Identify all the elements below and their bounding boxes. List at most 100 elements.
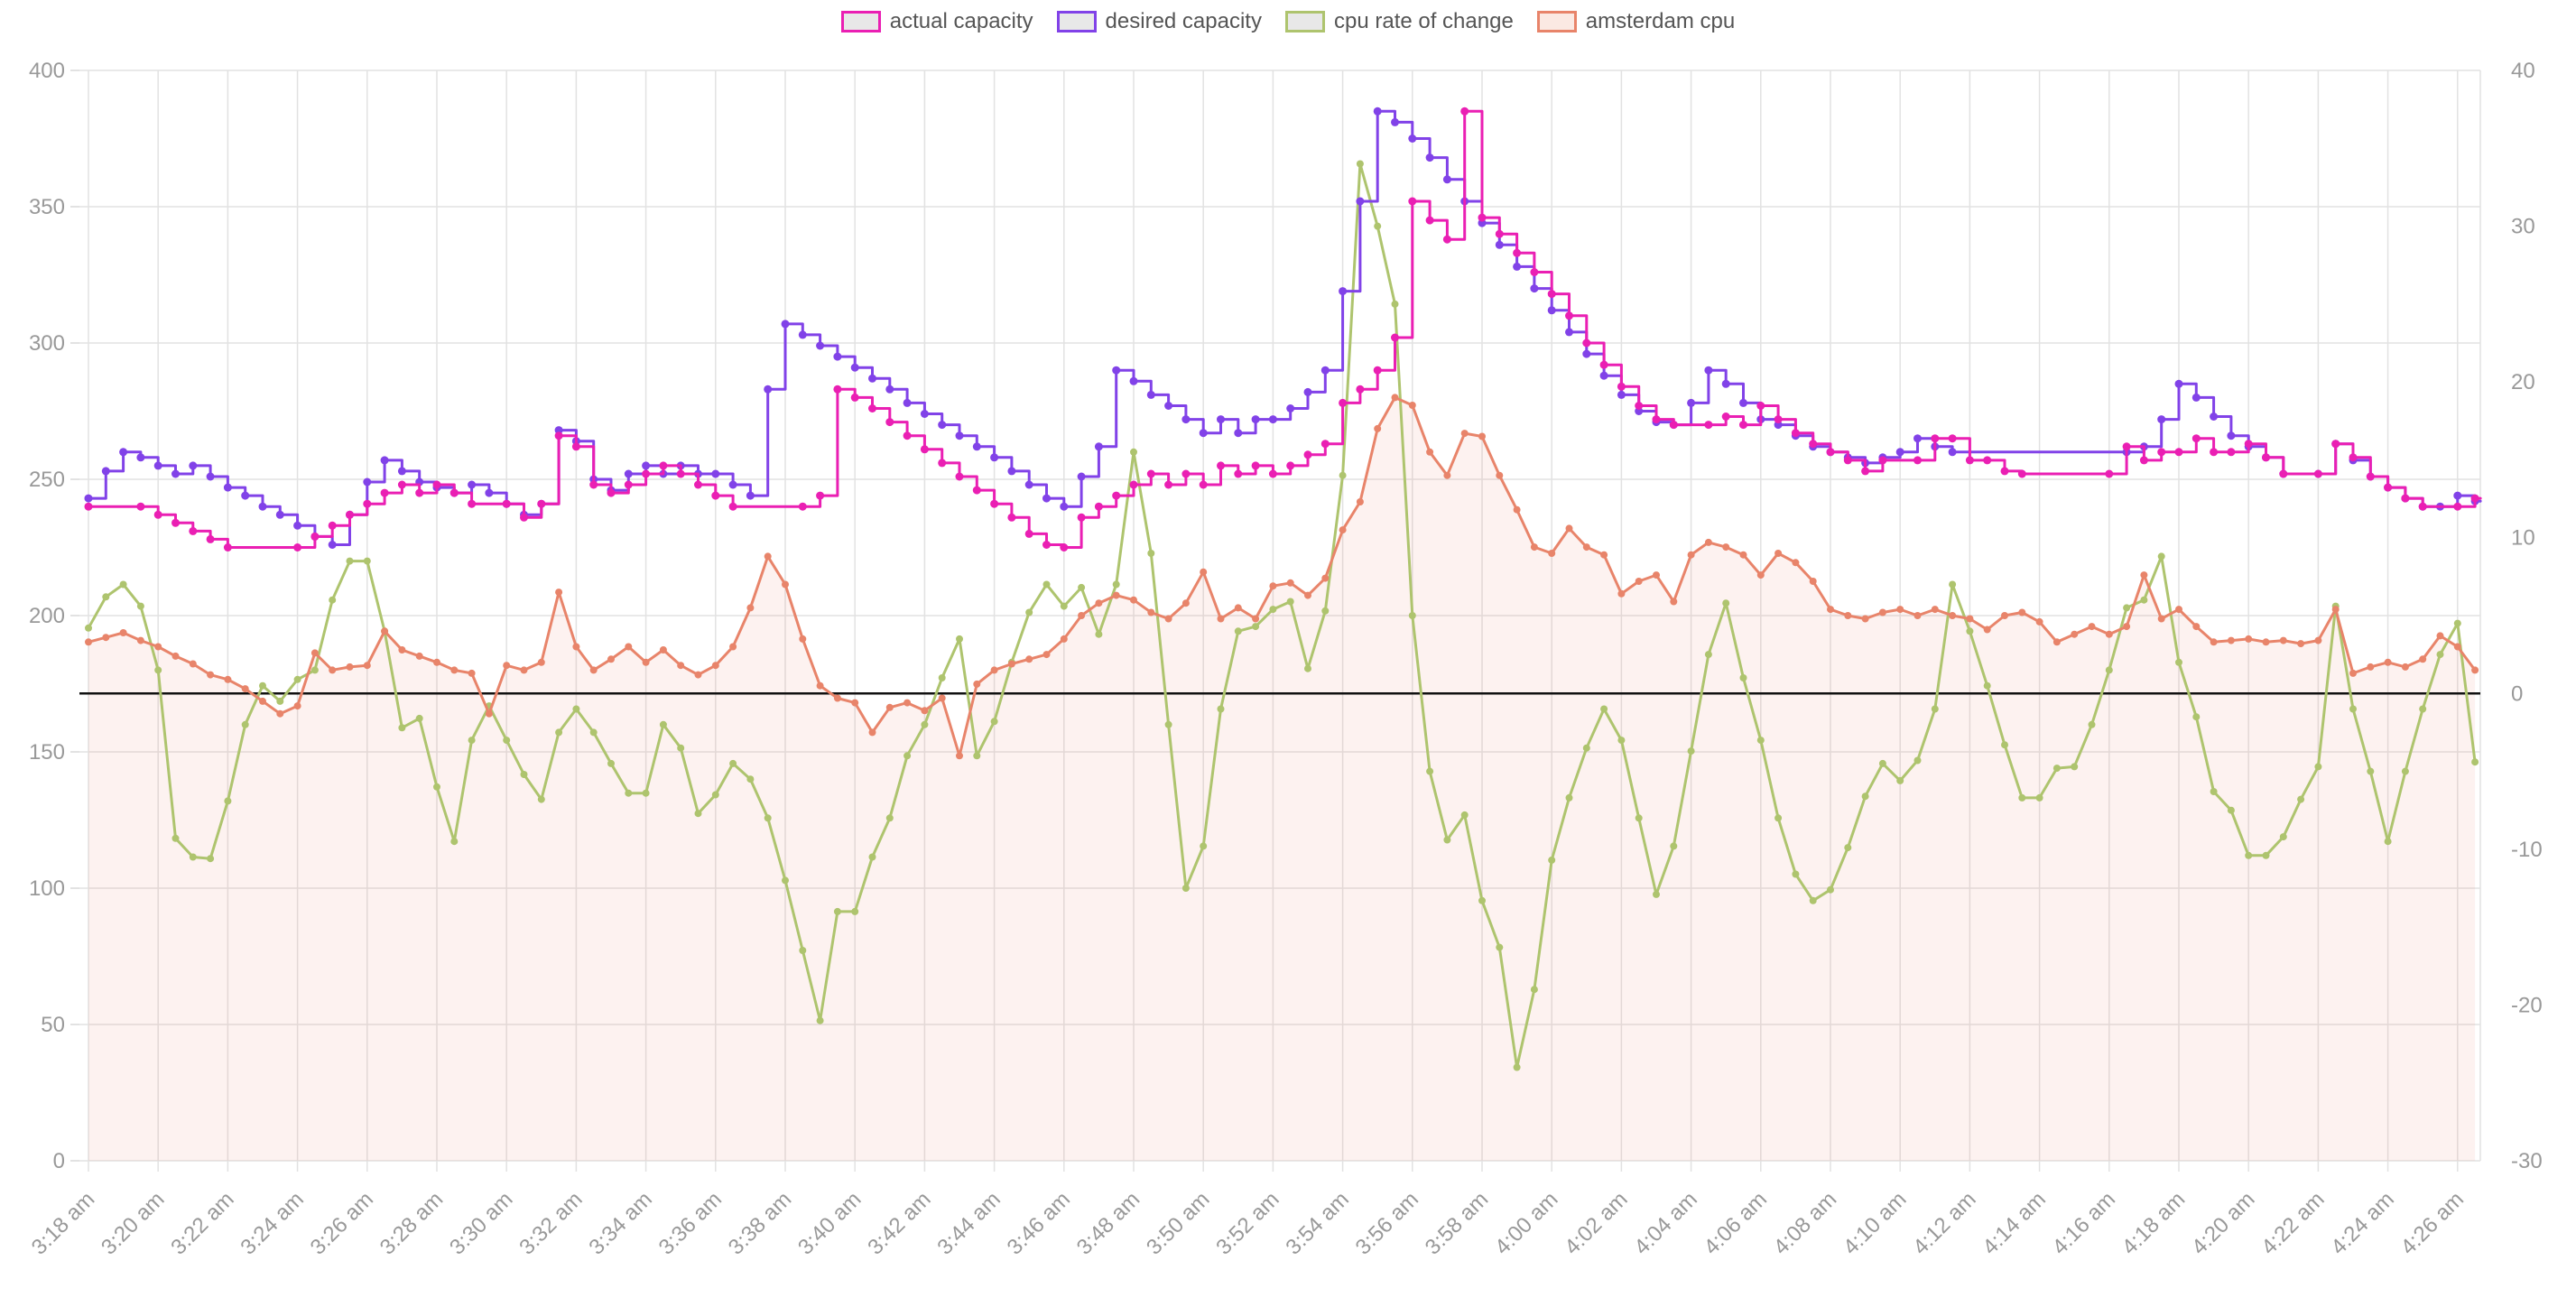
x-axis-tick-label: 3:38 am (724, 1187, 796, 1259)
data-point (711, 662, 719, 670)
data-point (1042, 651, 1051, 659)
data-point (972, 442, 981, 451)
data-point (1931, 434, 1940, 443)
data-point (1948, 448, 1957, 457)
data-point (1200, 842, 1208, 850)
data-point (2174, 379, 2183, 388)
data-point (1164, 720, 1172, 728)
data-point (2401, 663, 2409, 671)
x-axis-tick-label: 4:16 am (2048, 1187, 2120, 1259)
data-point (990, 718, 998, 726)
data-point (2331, 606, 2340, 614)
data-point (781, 320, 790, 329)
series-amsterdam-cpu (85, 394, 2479, 760)
data-point (1095, 599, 1103, 607)
data-point (1077, 513, 1086, 522)
data-point (1722, 543, 1730, 552)
y-axis-right-tick-label: 30 (2511, 215, 2535, 239)
data-point (938, 459, 947, 468)
data-point (1356, 385, 1365, 394)
amsterdam-cpu-area (88, 397, 2476, 1161)
data-point (2088, 720, 2096, 728)
data-point (1844, 612, 1852, 619)
data-point (955, 431, 964, 440)
data-point (1269, 582, 1277, 590)
data-point (903, 699, 912, 707)
data-point (1565, 328, 1573, 337)
data-point (955, 472, 964, 481)
data-point (885, 418, 894, 427)
data-point (102, 634, 110, 642)
data-point (1443, 836, 1451, 844)
data-point (1530, 543, 1538, 552)
data-point (1373, 366, 1382, 375)
x-axis-tick-label: 4:22 am (2256, 1187, 2329, 1259)
legend-label-amsterdam: amsterdam cpu (1585, 9, 1736, 33)
data-point (1739, 674, 1747, 681)
data-point (921, 707, 929, 715)
data-point (1460, 107, 1469, 116)
x-axis-tick-label: 3:46 am (1003, 1187, 1075, 1259)
data-point (223, 543, 232, 552)
data-point (746, 491, 755, 500)
legend-item-actual[interactable]: actual capacity (840, 9, 1033, 34)
legend-label-desired: desired capacity (1105, 9, 1262, 33)
data-point (1931, 606, 1939, 614)
data-point (398, 646, 406, 654)
data-point (2071, 763, 2079, 771)
data-point (1704, 421, 1713, 430)
data-point (1913, 434, 1922, 443)
x-axis-tick-label: 4:12 am (1908, 1187, 1980, 1259)
data-point (84, 502, 93, 511)
data-point (1078, 612, 1086, 619)
x-axis-tick-label: 4:00 am (1490, 1187, 1562, 1259)
data-point (224, 675, 232, 683)
legend-item-amsterdam[interactable]: amsterdam cpu (1536, 9, 1736, 34)
data-point (1652, 415, 1661, 424)
data-point (2419, 705, 2427, 713)
data-point (328, 541, 337, 549)
data-point (1408, 402, 1416, 409)
data-point (1792, 870, 1800, 878)
y-axis-right-tick-label: 10 (2511, 526, 2535, 551)
data-point (1548, 550, 1556, 557)
data-point (659, 461, 668, 470)
data-point (1391, 394, 1399, 402)
data-point (1007, 467, 1016, 476)
data-point (1478, 213, 1487, 222)
data-point (921, 720, 929, 728)
data-point (624, 480, 633, 489)
data-point (503, 737, 511, 745)
data-point (1827, 606, 1834, 614)
data-point (224, 797, 232, 805)
x-axis-tick-label: 3:24 am (236, 1187, 308, 1259)
data-point (1861, 793, 1869, 801)
data-point (1112, 591, 1120, 599)
data-point (2018, 608, 2026, 616)
data-point (2262, 453, 2270, 462)
data-point (571, 442, 580, 451)
legend-swatch-cpu_rate (1284, 11, 1325, 32)
data-point (2297, 795, 2305, 803)
data-point (607, 488, 616, 497)
data-point (1024, 529, 1033, 538)
x-axis-tick-label: 3:42 am (863, 1187, 935, 1259)
data-point (764, 552, 772, 561)
data-point (310, 649, 319, 657)
data-point (2210, 412, 2219, 421)
x-axis-tick-label: 3:32 am (514, 1187, 587, 1259)
legend-swatch-actual (840, 11, 881, 32)
data-point (1024, 480, 1033, 489)
y-axis-right-tick-label: -20 (2511, 993, 2543, 1017)
data-point (119, 629, 127, 636)
data-point (1513, 1063, 1521, 1071)
data-point (1983, 456, 1992, 465)
data-point (259, 697, 266, 705)
data-point (1949, 580, 1957, 589)
legend-item-cpu_rate[interactable]: cpu rate of change (1284, 9, 1514, 34)
legend-item-desired[interactable]: desired capacity (1056, 9, 1262, 34)
data-point (346, 557, 354, 565)
data-point (1042, 541, 1051, 549)
data-point (2123, 604, 2131, 612)
